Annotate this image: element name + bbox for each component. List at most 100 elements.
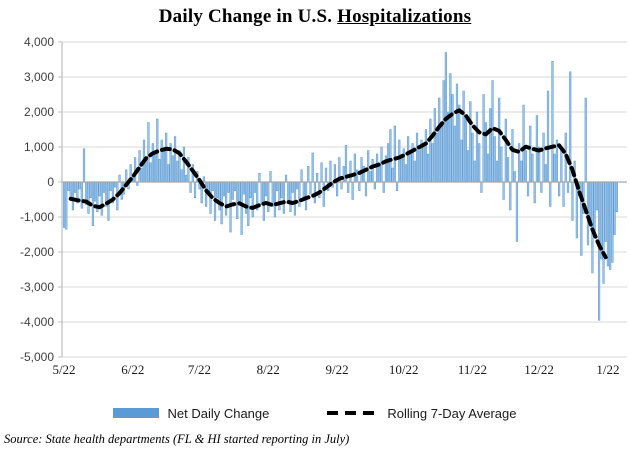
daily-change-bar (460, 139, 463, 183)
daily-change-bar (569, 71, 572, 183)
daily-change-bar (371, 159, 374, 183)
daily-change-bar (153, 153, 157, 183)
daily-change-bar (114, 181, 117, 188)
daily-change-bar (74, 181, 77, 193)
x-axis-tick-label: 7/22 (187, 362, 211, 377)
daily-change-bar (469, 101, 472, 183)
daily-change-bar (389, 129, 392, 183)
daily-change-bar (571, 181, 574, 221)
x-axis-tick-label: 11/22 (457, 362, 488, 377)
daily-change-bar (300, 169, 303, 183)
daily-change-bar (324, 167, 328, 183)
daily-change-bar (409, 153, 412, 183)
daily-change-bar (231, 181, 234, 200)
daily-change-bar (147, 122, 150, 183)
daily-change-bar (424, 129, 428, 183)
daily-change-bar (244, 181, 248, 214)
daily-change-bar (515, 181, 519, 242)
daily-change-bar (102, 181, 106, 193)
daily-change-bar (267, 181, 270, 212)
daily-change-bar (358, 181, 361, 191)
daily-change-bar (433, 108, 436, 183)
daily-change-bar (264, 181, 268, 197)
legend-item-net-daily-change: Net Daily Change (113, 406, 269, 421)
daily-change-bar (533, 181, 536, 204)
daily-change-bar (542, 132, 545, 183)
daily-change-bar (89, 181, 92, 198)
daily-change-bar (440, 122, 443, 183)
daily-change-bar (278, 181, 281, 211)
daily-change-bar (262, 181, 265, 221)
daily-change-bar (118, 174, 121, 183)
y-axis-tick-label: 1,000 (23, 140, 54, 154)
daily-change-bar (462, 90, 465, 183)
daily-change-bar (380, 146, 383, 183)
daily-change-bar (435, 132, 439, 183)
daily-change-bar (269, 171, 272, 183)
chart-title: Daily Change in U.S. Hospitalizations (0, 6, 630, 28)
daily-change-bar (307, 166, 310, 183)
daily-change-bar (509, 181, 512, 211)
daily-change-bar (575, 181, 578, 239)
daily-change-bar (553, 153, 556, 183)
daily-change-bar (225, 181, 228, 216)
daily-change-bar (65, 181, 68, 230)
daily-change-bar (604, 181, 607, 242)
daily-change-bar (524, 150, 527, 183)
daily-change-bar (551, 61, 554, 183)
chart-title-underlined: Hospitalizations (337, 6, 472, 27)
daily-change-bar (449, 73, 452, 183)
daily-change-bar (289, 181, 292, 212)
daily-change-bar (593, 181, 596, 235)
daily-change-bar (149, 162, 152, 183)
y-axis-tick-label: 0 (47, 175, 54, 189)
legend-line-label: Rolling 7-Day Average (387, 405, 517, 421)
daily-change-bar (502, 181, 505, 200)
daily-change-bar (238, 181, 241, 204)
daily-change-bar (329, 160, 332, 183)
daily-change-bar (486, 153, 490, 183)
daily-change-bar (151, 143, 154, 183)
daily-change-bar (395, 181, 399, 191)
daily-change-bar (67, 181, 70, 191)
daily-change-bar (193, 181, 197, 198)
daily-change-bar (531, 153, 534, 183)
y-axis-tick-label: -5,000 (19, 350, 54, 364)
daily-change-bar (602, 181, 605, 284)
daily-change-bar (249, 181, 252, 198)
daily-change-bar (342, 166, 345, 183)
daily-change-bar (382, 181, 385, 193)
daily-change-bar (489, 108, 492, 183)
daily-change-bar (595, 181, 598, 211)
daily-change-bar (69, 181, 72, 198)
daily-change-bar (280, 181, 283, 198)
daily-change-bar (562, 181, 565, 207)
daily-change-bar (427, 153, 430, 183)
daily-change-bar (544, 164, 547, 183)
daily-change-bar (504, 118, 507, 183)
dashed-line-swatch (327, 411, 380, 415)
daily-change-bar (233, 181, 237, 191)
daily-change-bar (311, 152, 314, 183)
daily-change-bar (597, 181, 601, 321)
daily-change-bar (473, 160, 476, 183)
daily-change-bar (566, 181, 570, 193)
daily-change-bar (260, 181, 263, 205)
daily-change-bar (529, 125, 532, 183)
rolling-average-line (68, 108, 608, 260)
daily-change-bar (418, 150, 421, 183)
y-axis-tick-label: -3,000 (19, 280, 54, 294)
daily-change-bar (202, 176, 206, 183)
daily-change-bar (247, 181, 250, 226)
daily-change-bar (404, 164, 408, 183)
daily-change-bar (451, 94, 454, 183)
daily-change-bar (413, 160, 416, 183)
daily-change-bar (369, 171, 372, 183)
daily-change-bar (222, 181, 225, 197)
x-axis-tick-label: 8/22 (256, 362, 280, 377)
daily-change-bar (506, 157, 510, 183)
daily-change-bar (464, 118, 467, 183)
daily-change-bar (415, 132, 419, 183)
